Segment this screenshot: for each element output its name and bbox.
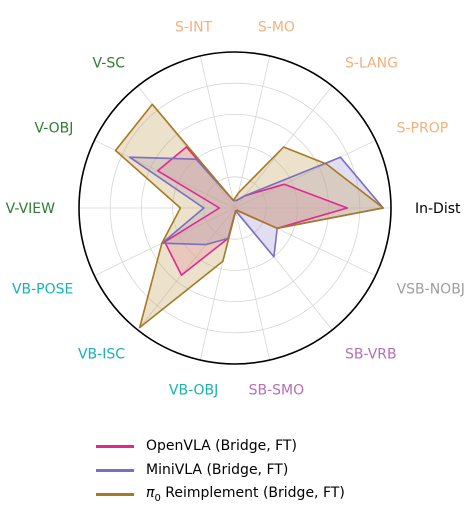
axis-label-vb-pose: VB-POSE	[12, 282, 73, 298]
axis-label-v-sc: V-SC	[93, 56, 126, 72]
legend: OpenVLA (Bridge, FT) MiniVLA (Bridge, FT…	[96, 434, 345, 506]
legend-label-pi0-rest: Reimplement (Bridge, FT)	[161, 485, 345, 501]
axis-label-vb-obj: VB-OBJ	[169, 382, 218, 398]
legend-label-minivla: MiniVLA (Bridge, FT)	[146, 462, 288, 478]
legend-swatch-openvla	[96, 445, 134, 448]
axis-label-sb-vrb: SB-VRB	[345, 346, 397, 362]
legend-item-minivla: MiniVLA (Bridge, FT)	[96, 458, 345, 482]
axis-label-s-lang: S-LANG	[345, 56, 398, 72]
legend-swatch-minivla	[96, 469, 134, 472]
radar-chart: In-Dist S-PROP S-LANG S-MO S-INT V-SC V-OBJ V-V…	[0, 0, 470, 430]
legend-item-pi0: π0 Reimplement (Bridge, FT)	[96, 482, 345, 506]
axis-label-v-obj: V-OBJ	[34, 120, 73, 136]
legend-item-openvla: OpenVLA (Bridge, FT)	[96, 434, 345, 458]
legend-swatch-pi0	[96, 493, 134, 496]
legend-label-pi0: π0 Reimplement (Bridge, FT)	[146, 485, 345, 504]
axis-label-s-prop: S-PROP	[397, 120, 449, 136]
axis-label-vsb-nobj: VSB-NOBJ	[397, 282, 465, 298]
axis-label-in-dist: In-Dist	[415, 201, 461, 217]
axis-label-s-int: S-INT	[175, 20, 213, 36]
axis-label-v-view: V-VIEW	[6, 201, 56, 217]
axis-label-sb-smo: SB-SMO	[249, 382, 305, 398]
axis-label-s-mo: S-MO	[258, 20, 295, 36]
axis-label-vb-isc: VB-ISC	[78, 346, 125, 362]
legend-label-openvla: OpenVLA (Bridge, FT)	[146, 438, 297, 454]
